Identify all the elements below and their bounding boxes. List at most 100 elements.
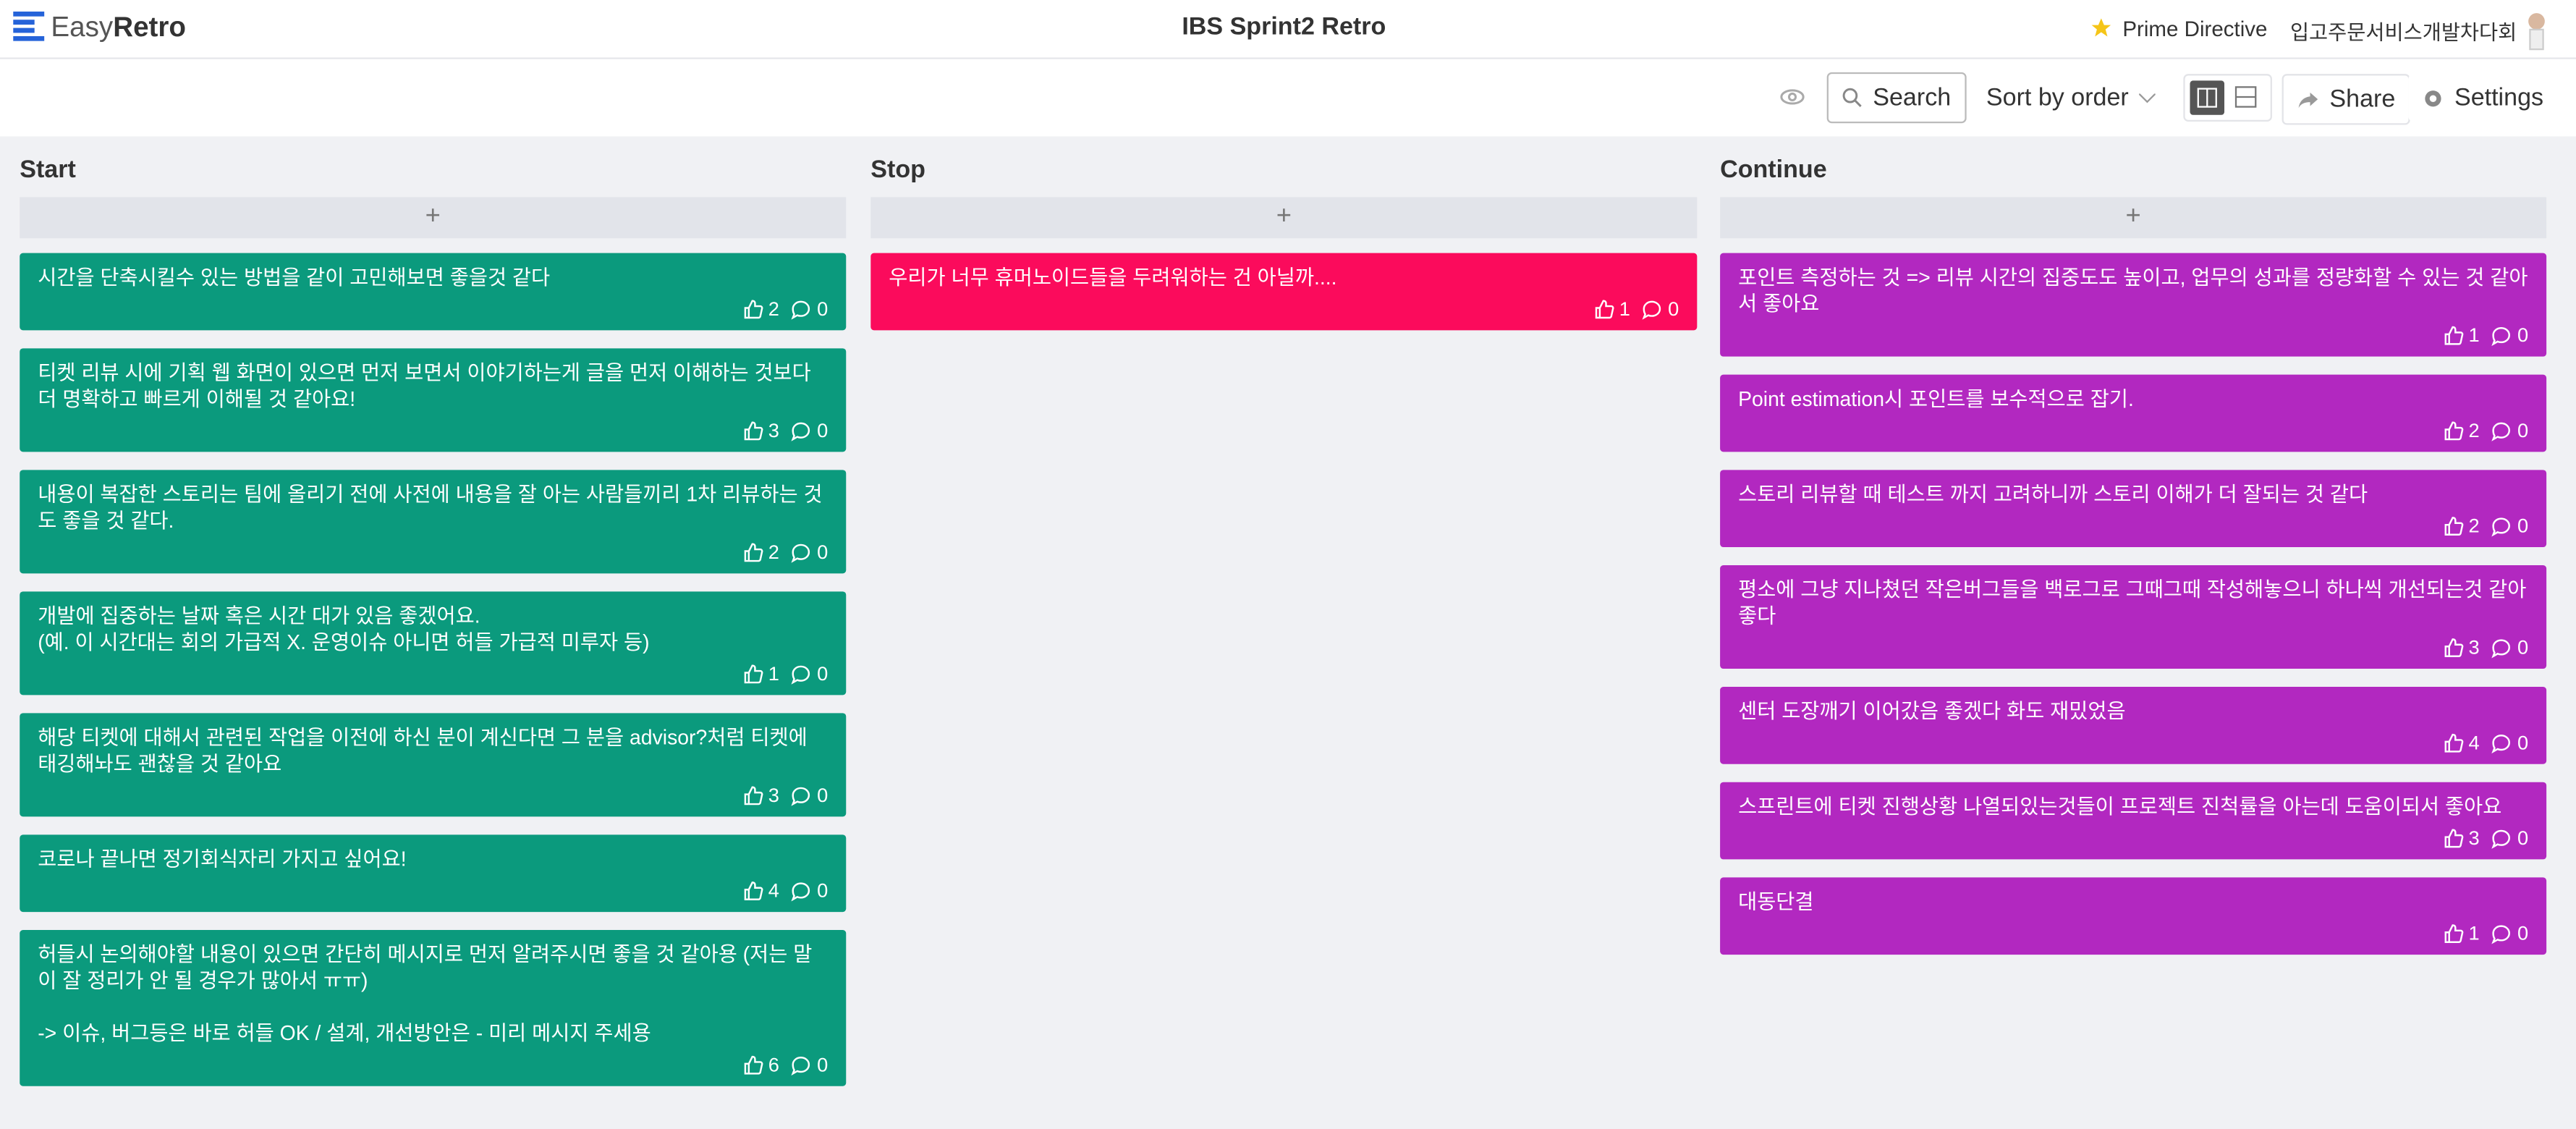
card-text: 티켓 리뷰 시에 기획 웹 화면이 있으면 먼저 보면서 이야기하는게 글을 먼… — [38, 361, 817, 411]
like-icon[interactable] — [2442, 827, 2464, 849]
card[interactable]: 센터 도장깨기 이어갔음 좋겠다 화도 재밌었음 4 0 — [1720, 687, 2547, 764]
logo-retro: Retro — [113, 11, 187, 43]
like-icon[interactable] — [2442, 515, 2464, 537]
comment-icon[interactable] — [791, 880, 813, 902]
star-icon — [2091, 18, 2111, 37]
card[interactable]: 허들시 논의해야할 내용이 있으면 간단히 메시지로 먼저 알려주시면 좋을 것… — [20, 930, 847, 1086]
prime-directive[interactable]: Prime Directive — [2122, 16, 2268, 41]
team-name[interactable]: 입고주문서비스개발차다회 — [2289, 21, 2517, 45]
like-icon[interactable] — [742, 298, 763, 320]
like-count: 1 — [1619, 297, 1630, 321]
comment-icon[interactable] — [2491, 515, 2513, 537]
comment-icon[interactable] — [1642, 298, 1664, 320]
comment-count: 0 — [2517, 921, 2529, 945]
like-icon[interactable] — [2442, 324, 2464, 346]
logo[interactable]: EasyRetro — [51, 12, 186, 44]
card[interactable]: 대동단결 1 0 — [1720, 877, 2547, 955]
comment-count: 0 — [1668, 297, 1679, 321]
comment-icon[interactable] — [791, 1054, 813, 1075]
like-icon[interactable] — [742, 541, 763, 563]
comment-icon[interactable] — [791, 663, 813, 685]
card[interactable]: 스토리 리뷰할 때 테스트 까지 고려하니까 스토리 이해가 더 잘되는 것 같… — [1720, 470, 2547, 548]
column-view[interactable] — [2190, 80, 2225, 115]
card[interactable]: 시간을 단축시킬수 있는 방법을 같이 고민해보면 좋을것 같다 2 0 — [20, 253, 847, 331]
like-icon[interactable] — [2442, 420, 2464, 441]
add-card-button[interactable]: + — [20, 197, 847, 239]
like-count: 2 — [768, 297, 779, 321]
card-text: 내용이 복잡한 스토리는 팀에 올리기 전에 사전에 내용을 잘 아는 사람들끼… — [38, 483, 823, 533]
add-card-button[interactable]: + — [1720, 197, 2547, 239]
card[interactable]: 코로나 끝나면 정기회식자리 가지고 싶어요! 4 0 — [20, 834, 847, 913]
card-text: 스토리 리뷰할 때 테스트 까지 고려하니까 스토리 이해가 더 잘되는 것 같… — [1738, 483, 2368, 507]
card-text: Point estimation시 포인트를 보수적으로 잡기. — [1738, 387, 2134, 411]
card-text: 센터 도장깨기 이어갔음 좋겠다 화도 재밌었음 — [1738, 700, 2126, 723]
card[interactable]: Point estimation시 포인트를 보수적으로 잡기. 2 0 — [1720, 374, 2547, 452]
header: EasyRetro IBS Sprint2 Retro Prime Direct… — [0, 0, 2576, 59]
like-icon[interactable] — [742, 880, 763, 902]
comment-icon[interactable] — [2491, 324, 2513, 346]
card[interactable]: 티켓 리뷰 시에 기획 웹 화면이 있으면 먼저 보면서 이야기하는게 글을 먼… — [20, 348, 847, 452]
column: Continue + 포인트 측정하는 것 => 리뷰 시간의 집중도도 높이고, … — [1720, 136, 2547, 973]
comment-count: 0 — [2517, 324, 2529, 347]
card[interactable]: 해당 티켓에 대해서 관련된 작업을 이전에 하신 분이 계신다면 그 분을 a… — [20, 713, 847, 817]
board-title: IBS Sprint2 Retro — [1182, 13, 1386, 41]
column-title: Stop — [870, 156, 925, 185]
card-text: 해당 티켓에 대해서 관련된 작업을 이전에 하신 분이 계신다면 그 분을 a… — [38, 726, 813, 776]
comment-icon[interactable] — [791, 785, 813, 806]
card-text: 평소에 그냥 지나쳤던 작은버그들을 백로그로 그때그때 작성해놓으니 하나씩 … — [1738, 578, 2533, 628]
like-icon[interactable] — [2442, 923, 2464, 944]
like-icon[interactable] — [1593, 298, 1614, 320]
settings-button[interactable]: Settings — [2408, 74, 2557, 122]
card[interactable]: 우리가 너무 휴머노이드들을 두려워하는 건 아닐까.... 1 0 — [870, 253, 1698, 331]
like-count: 2 — [2468, 514, 2480, 538]
card[interactable]: 평소에 그냥 지나쳤던 작은버그들을 백로그로 그때그때 작성해놓으니 하나씩 … — [1720, 565, 2547, 669]
comment-icon[interactable] — [2491, 732, 2513, 753]
search-label: Search — [1873, 83, 1952, 112]
row-view[interactable] — [2232, 84, 2261, 112]
card-text: 개발에 집중하는 날짜 혹은 시간 대가 있음 좋겠어요. (예. 이 시간대는… — [38, 604, 650, 654]
comment-count: 0 — [817, 418, 829, 442]
comment-icon[interactable] — [2491, 827, 2513, 849]
comment-count: 0 — [817, 661, 829, 685]
toolbar: Search Sort by order Share Settings — [0, 59, 2576, 137]
search-box[interactable]: Search — [1826, 72, 1966, 124]
like-icon[interactable] — [2442, 637, 2464, 659]
column-title: Continue — [1720, 156, 1827, 185]
comment-icon[interactable] — [791, 298, 813, 320]
like-icon[interactable] — [2442, 732, 2464, 753]
add-card-button[interactable]: + — [870, 197, 1698, 239]
like-icon[interactable] — [742, 420, 763, 441]
like-count: 2 — [2468, 418, 2480, 442]
comment-icon[interactable] — [2491, 923, 2513, 944]
card[interactable]: 스프린트에 티켓 진행상황 나열되있는것들이 프로젝트 진척률을 아는데 도움이… — [1720, 782, 2547, 860]
card-text: 스프린트에 티켓 진행상황 나열되있는것들이 프로젝트 진척률을 아는데 도움이… — [1738, 795, 2502, 819]
share-icon — [2298, 91, 2318, 107]
card-text: 허들시 논의해야할 내용이 있으면 간단히 메시지로 먼저 알려주시면 좋을 것… — [38, 943, 813, 1045]
card[interactable]: 개발에 집중하는 날짜 혹은 시간 대가 있음 좋겠어요. (예. 이 시간대는… — [20, 591, 847, 695]
like-icon[interactable] — [742, 785, 763, 806]
like-icon[interactable] — [742, 663, 763, 685]
eye-icon[interactable] — [1779, 85, 1805, 109]
card[interactable]: 내용이 복잡한 스토리는 팀에 올리기 전에 사전에 내용을 잘 아는 사람들끼… — [20, 470, 847, 574]
comment-icon[interactable] — [2491, 637, 2513, 659]
gear-icon — [2425, 89, 2441, 106]
like-icon[interactable] — [742, 1054, 763, 1075]
comment-count: 0 — [2517, 731, 2529, 755]
comment-icon[interactable] — [791, 420, 813, 441]
view-toggle — [2183, 74, 2272, 122]
share-button[interactable]: Share — [2281, 74, 2410, 125]
comment-icon[interactable] — [2491, 420, 2513, 441]
avatar[interactable] — [2520, 8, 2553, 51]
sort-dropdown[interactable]: Sort by order — [1973, 74, 2169, 122]
comment-icon[interactable] — [791, 541, 813, 563]
comment-count: 0 — [2517, 514, 2529, 538]
like-count: 1 — [768, 661, 779, 685]
card[interactable]: 포인트 측정하는 것 => 리뷰 시간의 집중도도 높이고, 업무의 성과를 정… — [1720, 253, 2547, 357]
